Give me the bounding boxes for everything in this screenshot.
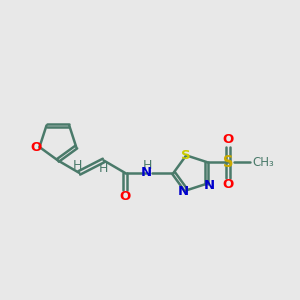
Text: H: H <box>142 159 152 172</box>
Text: S: S <box>223 154 233 169</box>
Text: CH₃: CH₃ <box>253 156 274 169</box>
Text: O: O <box>30 141 41 154</box>
Text: N: N <box>178 185 189 198</box>
Text: N: N <box>140 167 152 179</box>
Text: H: H <box>73 159 83 172</box>
Text: N: N <box>204 179 215 192</box>
Text: H: H <box>99 162 108 175</box>
Text: O: O <box>223 178 234 191</box>
Text: S: S <box>182 149 191 162</box>
Text: O: O <box>223 133 234 146</box>
Text: O: O <box>119 190 131 203</box>
